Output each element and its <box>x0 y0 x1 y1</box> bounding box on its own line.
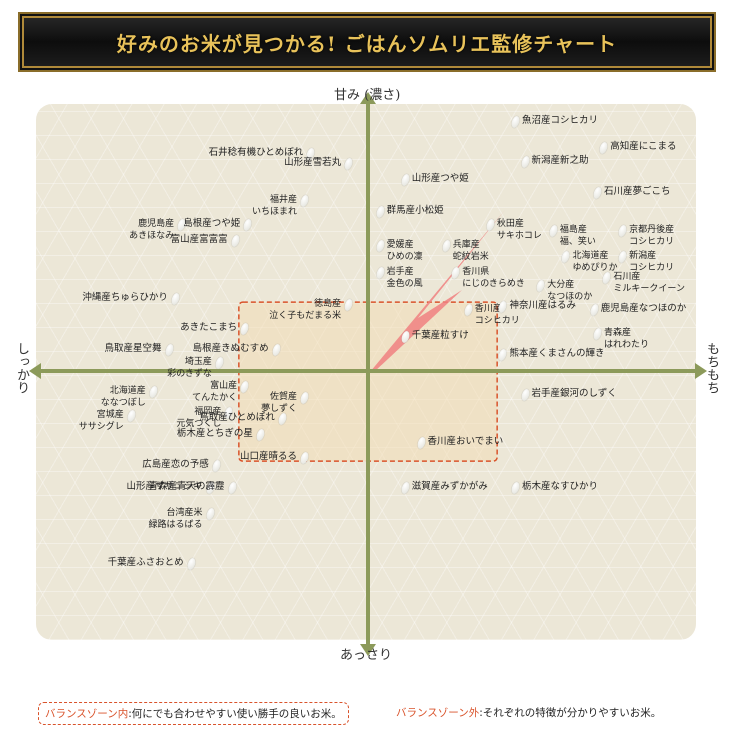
rice-label: 香川産おいでまい <box>427 435 504 447</box>
rice-label: 鹿児島産 あきほなみ <box>129 219 175 242</box>
rice-label: 青森産青天の霹靂 <box>148 480 225 492</box>
rice-label: 台湾産米 緑路はるばる <box>148 508 203 531</box>
arrow-top <box>360 92 376 104</box>
rice-label: 滋賀産みずかがみ <box>411 480 488 492</box>
axis-label-left: しっかり <box>14 342 29 394</box>
rice-label: 石井稔有機ひとめぼれ <box>208 146 304 158</box>
rice-label: 石川産夢ごこち <box>603 186 671 198</box>
rice-label: 高知産にこまる <box>610 141 677 153</box>
rice-label: 千葉産粒すけ <box>411 329 469 341</box>
rice-label: 大分産 なつほのか <box>547 280 593 303</box>
legend-in-text: :何にでも合わせやすい使い勝手の良いお米。 <box>128 708 342 720</box>
legend: バランスゾーン内:何にでも合わせやすい使い勝手の良いお米。 バランスゾーン外:そ… <box>36 700 696 728</box>
arrow-left <box>29 363 41 379</box>
rice-label: 沖縄産ちゅらひかり <box>82 292 168 304</box>
rice-label: 宮城産 ササシグレ <box>78 410 124 433</box>
rice-label: 鳥取産ひとめぼれ <box>199 411 275 423</box>
rice-label: 徳島産 泣く子もだまる米 <box>269 298 342 321</box>
rice-label: 青森産 はれわたり <box>603 327 649 350</box>
rice-label: 岩手産銀河のしずく <box>531 387 617 399</box>
rice-label: 神奈川産はるみ <box>509 300 576 312</box>
rice-label: 愛媛産 ひめの凜 <box>386 240 423 263</box>
axis-label-bottom: あっさり <box>340 648 393 663</box>
rice-label: 新潟産 コシヒカリ <box>629 251 675 274</box>
rice-label: 山形産雪若丸 <box>284 157 342 169</box>
rice-label: 島根産つや姫 <box>183 218 241 230</box>
rice-label: 魚沼産コシヒカリ <box>522 114 599 126</box>
rice-label: 広島産恋の予感 <box>142 459 209 471</box>
legend-in-title: バランスゾーン内 <box>45 708 129 720</box>
rice-label: 秋田産 サキホコレ <box>496 219 542 242</box>
rice-label: 香川県 にじのきらめき <box>462 266 525 289</box>
rice-label: 山形産ササニシキ <box>126 480 203 492</box>
rice-label: あきたこまち <box>180 321 238 333</box>
legend-balance-zone-inside: バランスゾーン内:何にでも合わせやすい使い勝手の良いお米。 <box>38 702 349 725</box>
rice-label: 島根産きぬむすめ <box>192 342 269 354</box>
rice-label: 福岡産 元気つくし <box>176 407 222 430</box>
rice-label: 香川産 コシヒカリ <box>474 304 520 327</box>
arrow-bottom <box>360 644 376 656</box>
rice-label: 佐賀産 夢しずく <box>261 391 297 414</box>
rice-label: 岩手産 金色の風 <box>386 266 423 289</box>
legend-balance-zone-outside: バランスゾーン外:それぞれの特徴が分かりやすいお米。 <box>396 705 661 720</box>
rice-label: 福井産 いちほまれ <box>251 195 297 218</box>
rice-label: 山形産つや姫 <box>411 173 469 185</box>
rice-label: 富山産 てんたかく <box>192 380 238 403</box>
legend-out-text: :それぞれの特徴が分かりやすいお米。 <box>479 707 662 719</box>
rice-label: 京都丹後産 コシヒカリ <box>629 224 675 247</box>
rice-label: 石川産 ミルキークイーン <box>613 272 685 295</box>
rice-label: 北海道産 ななつぼし <box>100 386 146 409</box>
rice-label: 鹿児島産なつほのか <box>600 303 687 315</box>
rice-label: 福島産 福、笑い <box>559 224 596 247</box>
rice-label: 栃木産とちぎの星 <box>176 427 253 439</box>
rice-label: 兵庫産 蛇紋岩米 <box>452 240 489 263</box>
axis-label-top: 甘み (濃さ) <box>334 88 401 103</box>
arrow-right <box>695 363 707 379</box>
rice-label: 栃木産なすひかり <box>522 480 599 492</box>
legend-out-title: バランスゾーン外 <box>396 707 480 719</box>
rice-label: 千葉産ふさおとめ <box>107 557 184 569</box>
title-banner: 好みのお米が見つかる! ごはんソムリエ監修チャート <box>18 12 716 72</box>
rice-label: 群馬産小松姫 <box>386 205 444 216</box>
rice-label: 熊本産くまさんの輝き <box>509 348 605 360</box>
chart-title: 好みのお米が見つかる! ごはんソムリエ監修チャート <box>116 32 618 56</box>
rice-label: 北海道産 ゆめぴりか <box>572 251 618 274</box>
rice-label: 鳥取産星空舞 <box>104 342 162 354</box>
axis-label-right: もちもち <box>704 342 719 394</box>
rice-label: 山口産晴るる <box>239 451 297 463</box>
rice-label: 新潟産新之助 <box>531 154 589 166</box>
rice-label: 富山産富富富 <box>170 234 228 246</box>
rice-label: 埼玉産 彩のきずな <box>167 357 212 380</box>
